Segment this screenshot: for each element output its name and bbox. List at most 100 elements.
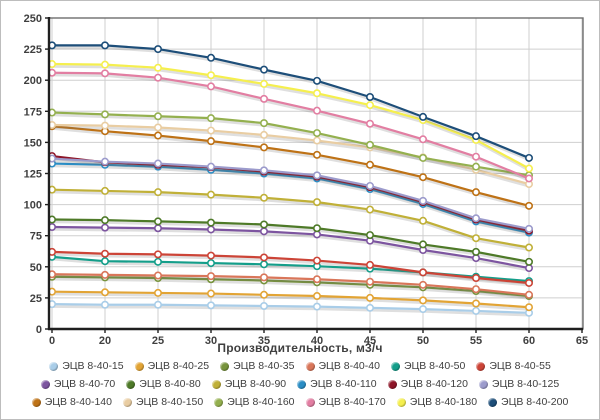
data-point-marker (471, 306, 480, 315)
data-point-marker (312, 150, 321, 159)
legend-item-4: ЭЦВ 8-40-50 (390, 358, 465, 375)
axes: 0 25 50 75 100 125 150 175 200 225 250 0 20 25 30 35 40 4… (24, 13, 588, 347)
legend-swatch-icon (126, 380, 136, 389)
series-6 (47, 222, 533, 273)
data-point-marker (524, 303, 533, 312)
data-point-marker (365, 303, 374, 312)
legend-item-5: ЭЦВ 8-40-55 (476, 358, 551, 375)
x-tick-label: 45 (364, 335, 376, 347)
legend-swatch-icon (390, 362, 400, 371)
legend-swatch-icon (396, 398, 406, 407)
series-line (51, 123, 530, 186)
data-point-marker (207, 71, 216, 80)
legend-item-10: ЭЦВ 8-40-120 (387, 376, 468, 393)
legend-swatch-icon (134, 362, 144, 371)
y-tick-label: 200 (24, 75, 42, 87)
data-point-marker (259, 143, 268, 152)
x-axis-title: Производительность, м3/ч (217, 341, 383, 355)
data-point-marker (207, 301, 216, 310)
data-point-marker (365, 160, 374, 169)
series-12 (47, 122, 533, 210)
series-line (51, 218, 530, 263)
series-15 (47, 68, 533, 183)
data-point-marker (418, 153, 427, 162)
data-point-marker (365, 260, 374, 269)
legend-label: ЭЦВ 8-40-40 (318, 360, 380, 372)
data-point-marker (207, 162, 216, 171)
legend-label: ЭЦВ 8-40-110 (310, 378, 377, 390)
series-line (52, 44, 530, 159)
legend-item-11: ЭЦВ 8-40-125 (478, 376, 560, 393)
data-point-marker (154, 123, 163, 132)
series-line (51, 303, 530, 314)
data-point-marker (524, 224, 533, 233)
data-point-marker (154, 188, 163, 197)
data-point-marker (154, 288, 163, 297)
legend-swatch-icon (122, 398, 132, 407)
data-point-marker (207, 126, 216, 135)
data-point-marker (259, 79, 268, 88)
data-point-marker (312, 76, 321, 85)
legend-item-6: ЭЦВ 8-40-70 (40, 376, 116, 393)
data-point-marker (471, 285, 480, 294)
data-point-marker (418, 196, 427, 205)
y-tick-label: 50 (30, 262, 42, 274)
data-point-marker (471, 273, 480, 282)
series-line (51, 225, 530, 270)
data-point-marker (101, 110, 110, 119)
legend-item-16: ЭЦВ 8-40-180 (396, 394, 477, 411)
data-point-marker (207, 137, 216, 146)
legend-label: ЭЦВ 8-40-125 (491, 378, 560, 390)
data-point-marker (101, 249, 110, 258)
data-point-marker (418, 173, 427, 182)
data-point-marker (312, 224, 321, 233)
legend-swatch-icon (488, 398, 498, 407)
series-line (51, 71, 530, 180)
x-tick-label: 40 (311, 335, 323, 347)
data-point-marker (471, 152, 480, 161)
data-point-marker (418, 305, 427, 314)
x-tick-label: 20 (99, 335, 111, 347)
data-point-marker (154, 217, 163, 226)
data-point-marker (471, 214, 480, 223)
data-point-marker (418, 216, 427, 225)
x-tick-label: 25 (152, 335, 164, 347)
y-tick-label: 225 (24, 44, 42, 56)
legend-swatch-icon (297, 380, 307, 389)
data-point-marker (154, 45, 163, 54)
data-point-marker (365, 140, 374, 149)
data-point-marker (471, 162, 480, 171)
data-point-marker (312, 275, 321, 284)
data-point-marker (207, 82, 216, 91)
data-point-marker (207, 190, 216, 199)
data-point-marker (418, 296, 427, 305)
data-point-marker (259, 273, 268, 282)
data-point-marker (154, 257, 163, 266)
data-point-marker (312, 302, 321, 311)
legend-item-12: ЭЦВ 8-40-140 (31, 394, 112, 411)
legend-item-3: ЭЦВ 8-40-40 (305, 358, 380, 375)
x-tick-label: 65 (576, 335, 588, 347)
series-line (51, 157, 530, 230)
data-point-marker (524, 174, 533, 183)
series-9 (47, 159, 533, 237)
data-point-marker (418, 280, 427, 289)
data-point-marker (207, 218, 216, 227)
y-tick-label: 0 (36, 324, 42, 336)
legend-swatch-icon (478, 380, 488, 389)
x-tick-label: 0 (49, 335, 55, 347)
y-tick-label: 25 (30, 293, 42, 305)
legend-item-13: ЭЦВ 8-40-150 (122, 394, 203, 411)
data-point-marker (259, 193, 268, 202)
legend-label: ЭЦВ 8-40-70 (53, 378, 116, 390)
legend: ЭЦВ 8-40-15 ЭЦВ 8-40-25 ЭЦВ 8-40-35 ЭЦВ 8-4… (1, 355, 599, 411)
data-point-marker (259, 130, 268, 139)
y-tick-label: 175 (24, 106, 42, 118)
legend-item-17: ЭЦВ 8-40-200 (488, 394, 568, 411)
data-point-marker (259, 94, 268, 103)
series-1 (47, 287, 533, 312)
series-14 (47, 108, 533, 180)
data-point-marker (471, 132, 480, 141)
data-point-marker (101, 69, 110, 78)
